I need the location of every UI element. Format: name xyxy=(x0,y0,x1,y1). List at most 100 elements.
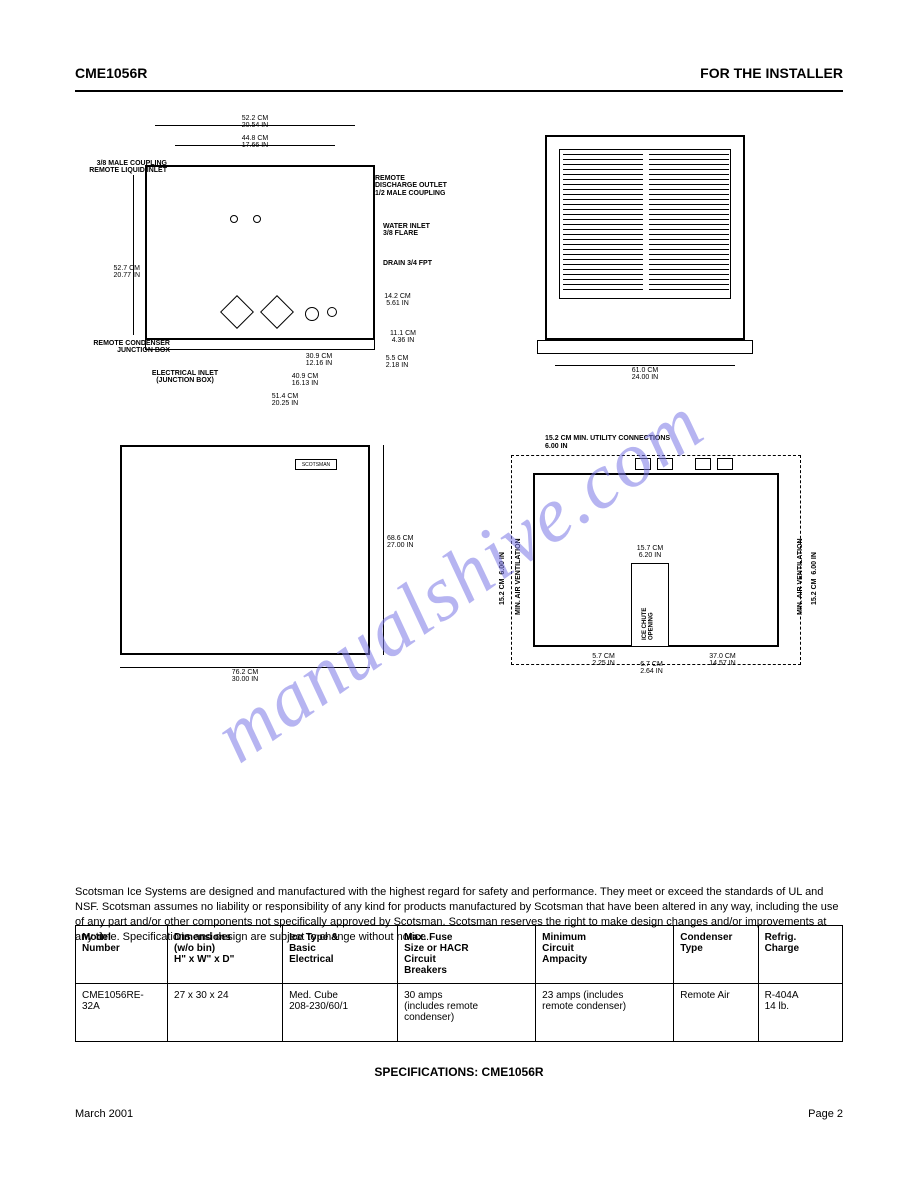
dim-value-in: 24.00 IN xyxy=(632,374,658,381)
callout-drain: DRAIN 3/4 FPT xyxy=(383,260,463,267)
dim-value-in: 2.64 IN xyxy=(640,668,663,675)
louver-slit xyxy=(649,159,729,160)
dim-front-width: 76.2 CM 30.00 IN xyxy=(215,669,275,684)
dimension-line xyxy=(555,365,735,366)
louver-slit xyxy=(563,154,643,155)
louver-slit xyxy=(649,289,729,290)
dim-height: 52.7 CM 20.77 IN xyxy=(95,265,140,280)
dim-value-in: 14.57 IN xyxy=(709,660,735,667)
louver-slit xyxy=(649,279,729,280)
col-model: ModelNumber xyxy=(76,926,168,984)
louver-slit xyxy=(649,224,729,225)
dim-value-in: 20.77 IN xyxy=(114,272,140,279)
louver-slit xyxy=(649,209,729,210)
dim-value-in: 17.66 IN xyxy=(242,142,268,149)
dim-value-in: 20.54 IN xyxy=(242,122,268,129)
louver-slit xyxy=(649,179,729,180)
callout-elec: ELECTRICAL INLET(JUNCTION BOX) xyxy=(135,370,235,385)
utility-connector xyxy=(717,458,733,470)
louver-slit xyxy=(563,204,643,205)
document-page: CME1056R FOR THE INSTALLER 52.2 CM 20.54… xyxy=(75,55,843,1120)
dim-value-cm: 51.4 CM xyxy=(272,393,298,400)
louver-slit xyxy=(563,199,643,200)
utility-connector xyxy=(635,458,651,470)
callout-discharge: REMOTEDISCHARGE OUTLET1/2 MALE COUPLING xyxy=(375,175,465,197)
utility-connector xyxy=(695,458,711,470)
louver-slit xyxy=(649,284,729,285)
louver-slit xyxy=(563,179,643,180)
dim-plan-bot-c: 37.0 CM 14.57 IN xyxy=(695,653,750,668)
col-ice-elec: Ice Type &BasicElectrical xyxy=(283,926,398,984)
louver-slit xyxy=(563,259,643,260)
page-header-audience: FOR THE INSTALLER xyxy=(700,65,843,81)
louver-slit xyxy=(563,219,643,220)
liquid-inlet-port xyxy=(230,215,238,223)
dim-value-in: 2.18 IN xyxy=(386,362,409,369)
louver-slit xyxy=(649,154,729,155)
louver-slit xyxy=(563,194,643,195)
dim-value-in: 2.25 IN xyxy=(592,660,615,667)
louver-slit xyxy=(563,234,643,235)
louver-slit xyxy=(649,214,729,215)
callout-coupling: 3/8 MALE COUPLINGREMOTE LIQUID INLET xyxy=(77,160,167,175)
unit-body-outline xyxy=(145,165,375,340)
side-view: /* generated below by binder */ 61.0 CM … xyxy=(515,115,815,415)
col-dims: Dimensions(w/o bin)H" x W" x D" xyxy=(168,926,283,984)
dim-value-cm: 5.5 CM xyxy=(386,355,409,362)
louver-slit xyxy=(649,199,729,200)
louver-slit xyxy=(649,234,729,235)
louver-slit xyxy=(563,159,643,160)
dim-value-cm: 11.1 CM xyxy=(390,330,416,337)
dim-value-in: 30.00 IN xyxy=(232,676,258,683)
louver-slit xyxy=(649,269,729,270)
back-view: 52.2 CM 20.54 IN 44.8 CM 17.66 IN 3/8 MA… xyxy=(95,115,455,415)
louver-slit xyxy=(649,204,729,205)
dim-value-cm: 14.2 CM xyxy=(384,293,410,300)
col-cond: CondenserType xyxy=(674,926,758,984)
callout-water: WATER INLET3/8 FLARE xyxy=(383,223,463,238)
louver-slit xyxy=(649,264,729,265)
water-inlet-port xyxy=(305,307,319,321)
louver-slit xyxy=(563,249,643,250)
louver-slit xyxy=(649,254,729,255)
dim-value-in: 6.00 IN xyxy=(499,552,506,575)
footer-page: Page 2 xyxy=(808,1108,843,1120)
front-view: SCOTSMAN 76.2 CM 30.00 IN 68.6 CM 27.00 … xyxy=(95,435,455,735)
table-header-row: ModelNumber Dimensions(w/o bin)H" x W" x… xyxy=(76,926,843,984)
col-refrig: Refrig.Charge xyxy=(758,926,842,984)
header-rule xyxy=(75,90,843,92)
louver-slit xyxy=(563,209,643,210)
louver-slit xyxy=(649,184,729,185)
louver-slit xyxy=(563,289,643,290)
utility-connector xyxy=(657,458,673,470)
dim-value-in: 6.20 IN xyxy=(639,552,662,559)
louver-slit xyxy=(563,164,643,165)
dim-value-cm: 44.8 CM xyxy=(242,135,268,142)
louver-slit xyxy=(649,169,729,170)
dim-bot-c: 51.4 CM 20.25 IN xyxy=(255,393,315,408)
dim-edge2: 5.5 CM 2.18 IN xyxy=(377,355,417,370)
louver-slit xyxy=(563,214,643,215)
cell-dims: 27 x 30 x 24 xyxy=(168,984,283,1042)
dim-value-cm: 37.0 CM xyxy=(709,653,735,660)
plan-side-note-left: MIN. AIR VENTILATION xyxy=(515,505,522,615)
front-cabinet-outline xyxy=(120,445,370,655)
louver-slit xyxy=(563,169,643,170)
louver-slit xyxy=(649,244,729,245)
louver-slit xyxy=(649,189,729,190)
dim-value-in: 5.61 IN xyxy=(386,300,409,307)
dim-chute-w: 15.7 CM 6.20 IN xyxy=(625,545,675,560)
dim-value-cm: 30.9 CM xyxy=(306,353,332,360)
dim-value-in: 6.00 IN xyxy=(811,552,818,575)
louver-slit xyxy=(563,254,643,255)
louver-slit xyxy=(563,184,643,185)
louver-slit xyxy=(649,229,729,230)
dim-value-cm: 52.2 CM xyxy=(242,115,268,122)
louver-slit xyxy=(563,189,643,190)
footer-date: March 2001 xyxy=(75,1108,133,1120)
dim-value-cm: 15.7 CM xyxy=(637,545,663,552)
cell-cond: Remote Air xyxy=(674,984,758,1042)
dim-top-inner: 44.8 CM 17.66 IN xyxy=(215,135,295,150)
louver-slit xyxy=(649,164,729,165)
plan-top-note2: 6.00 IN xyxy=(545,443,568,450)
